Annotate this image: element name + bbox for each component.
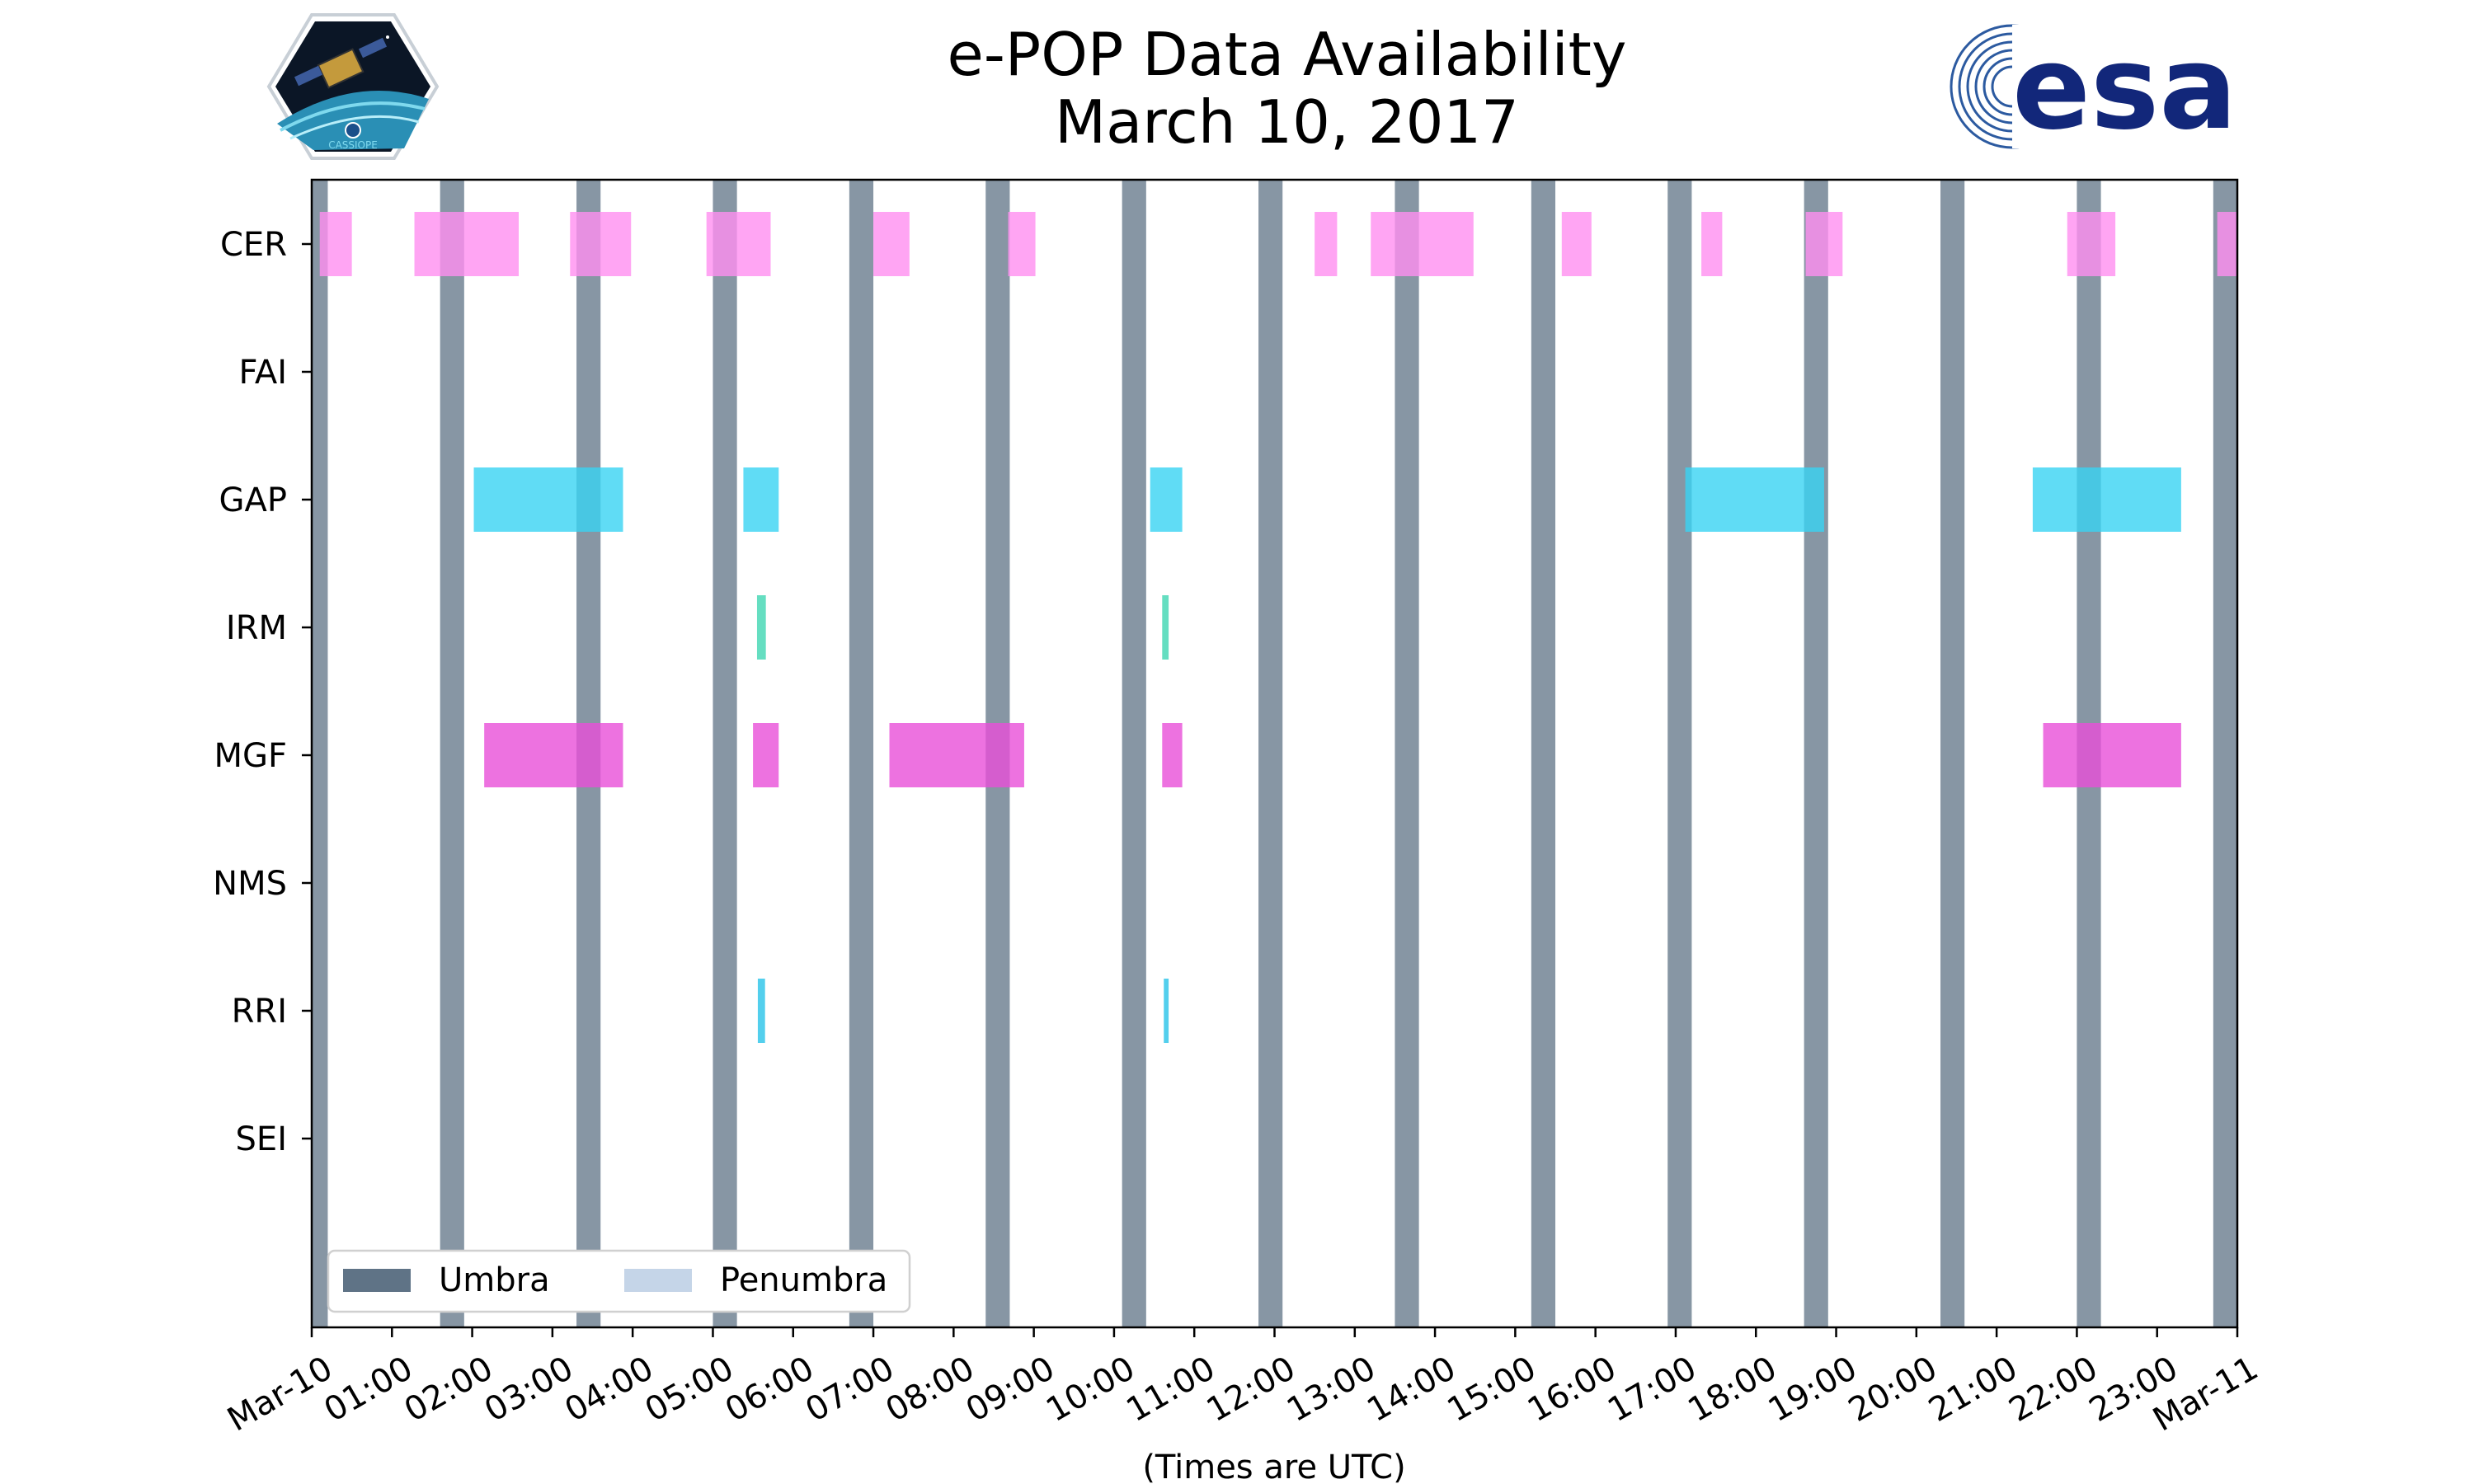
x-tick-label-7: 07:00 [799, 1350, 901, 1430]
umbra-band-3 [713, 180, 737, 1327]
x-tick-label-6: 06:00 [719, 1350, 821, 1430]
bar-mgf-0 [484, 723, 623, 787]
x-tick-label-2: 02:00 [398, 1350, 500, 1430]
cassiope-logo: CASSIOPE [266, 13, 440, 160]
legend-label-umbra: Umbra [439, 1261, 550, 1299]
x-tick-label-10: 10:00 [1040, 1350, 1141, 1430]
bar-cer-9 [1701, 212, 1723, 276]
umbra-band-11 [1804, 180, 1828, 1327]
bar-mgf-2 [889, 723, 1024, 787]
chart-title: e-POP Data Availability [947, 20, 1627, 89]
legend-swatch-penumbra [624, 1269, 692, 1292]
umbra-band-7 [1258, 180, 1283, 1327]
y-tick-label-sei: SEI [236, 1120, 287, 1158]
bar-cer-10 [1805, 212, 1843, 276]
y-tick-label-fai: FAI [239, 354, 288, 392]
x-tick-label-12: 12:00 [1201, 1350, 1302, 1430]
legend-swatch-umbra [343, 1269, 411, 1292]
umbra-band-4 [849, 180, 874, 1327]
umbra-band-6 [1122, 180, 1146, 1327]
bar-cer-0 [319, 212, 352, 276]
bar-mgf-4 [2043, 723, 2181, 787]
umbra-band-14 [2213, 180, 2237, 1327]
x-tick-label-16: 16:00 [1522, 1350, 1623, 1430]
bar-rri-0 [757, 979, 765, 1043]
x-tick-label-15: 15:00 [1442, 1350, 1543, 1430]
esa-logo-text: esa [2012, 21, 2237, 156]
umbra-band-0 [312, 180, 328, 1327]
x-tick-label-18: 18:00 [1681, 1350, 1783, 1430]
bar-cer-3 [706, 212, 771, 276]
bar-cer-2 [570, 212, 632, 276]
umbra-band-8 [1395, 180, 1419, 1327]
x-tick-label-4: 04:00 [558, 1350, 660, 1430]
bar-cer-7 [1371, 212, 1474, 276]
bar-cer-1 [414, 212, 520, 276]
bar-irm-1 [1162, 595, 1169, 660]
bar-mgf-1 [753, 723, 779, 787]
y-tick-label-nms: NMS [213, 865, 287, 903]
x-tick-label-5: 05:00 [639, 1350, 741, 1430]
y-tick-label-rri: RRI [232, 993, 287, 1031]
x-tick-label-22: 22:00 [2003, 1350, 2105, 1430]
chart-subtitle: March 10, 2017 [1055, 87, 1519, 157]
x-tick-label-11: 11:00 [1120, 1350, 1221, 1430]
umbra-band-1 [440, 180, 464, 1327]
x-tick-label-19: 19:00 [1762, 1350, 1864, 1430]
bar-gap-3 [1685, 467, 1824, 532]
bar-mgf-3 [1162, 723, 1183, 787]
bar-rri-1 [1164, 979, 1169, 1043]
y-tick-label-gap: GAP [219, 481, 287, 519]
bar-cer-12 [2217, 212, 2237, 276]
x-tick-label-9: 09:00 [960, 1350, 1061, 1430]
cassiope-logo-text: CASSIOPE [328, 139, 378, 151]
x-tick-label-13: 13:00 [1281, 1350, 1382, 1430]
umbra-band-12 [1940, 180, 1965, 1327]
esa-logo: esa [1950, 21, 2237, 156]
bar-gap-1 [743, 467, 779, 532]
x-tick-label-3: 03:00 [478, 1350, 580, 1430]
bar-cer-11 [2067, 212, 2116, 276]
x-tick-label-1: 01:00 [317, 1350, 419, 1430]
umbra-band-9 [1531, 180, 1556, 1327]
umbra-band-10 [1667, 180, 1692, 1327]
x-tick-label-20: 20:00 [1842, 1350, 1944, 1430]
bar-cer-4 [873, 212, 910, 276]
y-tick-label-irm: IRM [226, 609, 287, 647]
bar-gap-0 [473, 467, 623, 532]
x-tick-label-8: 08:00 [879, 1350, 981, 1430]
y-tick-label-cer: CER [220, 226, 287, 264]
bar-irm-0 [756, 595, 766, 660]
x-tick-label-21: 21:00 [1922, 1350, 2024, 1430]
bar-gap-4 [2032, 467, 2181, 532]
bar-gap-2 [1150, 467, 1183, 532]
bar-cer-5 [1008, 212, 1036, 276]
bar-cer-6 [1315, 212, 1338, 276]
legend-label-penumbra: Penumbra [720, 1261, 887, 1299]
y-tick-label-mgf: MGF [214, 737, 287, 775]
x-tick-label-14: 14:00 [1361, 1350, 1462, 1430]
bar-cer-8 [1561, 212, 1592, 276]
x-axis-label: (Times are UTC) [1142, 1449, 1405, 1484]
legend: Umbra Penumbra [327, 1249, 911, 1313]
x-tick-label-17: 17:00 [1602, 1350, 1703, 1430]
legend-box [327, 1249, 911, 1313]
